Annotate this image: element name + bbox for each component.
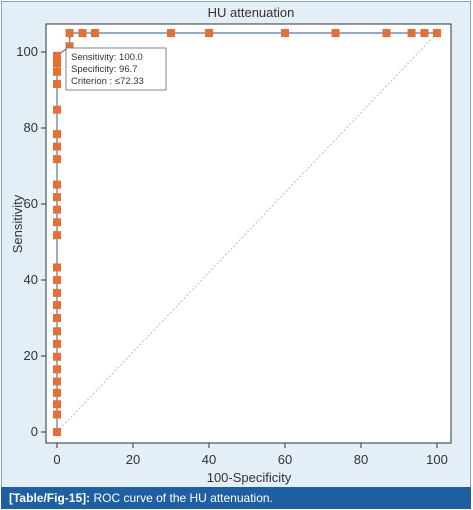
y-tick-label: 80 (24, 120, 38, 135)
x-tick-label: 60 (278, 452, 292, 467)
roc-point (53, 67, 61, 76)
x-tick-label: 80 (354, 452, 368, 467)
y-tick-label: 100 (16, 44, 38, 59)
roc-point (53, 218, 61, 227)
roc-point (53, 352, 61, 361)
annotation-text: Sensitivity: 100.0 (71, 52, 143, 63)
roc-point (53, 79, 61, 88)
roc-point (53, 288, 61, 297)
x-tick-label: 40 (202, 452, 216, 467)
x-tick-label: 0 (53, 452, 60, 467)
roc-point (331, 29, 340, 37)
roc-point (205, 29, 213, 37)
chart-title: HU attenuation (208, 5, 295, 20)
x-axis-label: 100-Specificity (207, 470, 292, 485)
roc-point (53, 231, 61, 240)
roc-point (78, 29, 87, 37)
roc-point (53, 377, 61, 386)
y-tick-label: 60 (24, 196, 38, 211)
x-tick-label: 100 (426, 452, 448, 467)
roc-point (281, 29, 289, 37)
caption-text: ROC curve of the HU attenuation. (90, 491, 273, 505)
roc-point (53, 314, 61, 322)
roc-point (53, 327, 61, 336)
roc-point (167, 29, 175, 37)
roc-point (433, 29, 441, 37)
annotation-box (65, 47, 167, 91)
roc-point (53, 410, 61, 419)
roc-point (65, 42, 74, 51)
roc-point (420, 29, 429, 37)
roc-point (53, 388, 61, 397)
roc-point (53, 155, 61, 164)
roc-point (53, 205, 61, 214)
y-axis-label: Sensitivity (10, 194, 25, 253)
roc-point (91, 29, 99, 37)
roc-point (65, 29, 74, 37)
roc-point (53, 263, 61, 272)
figure-caption: [Table/Fig-15]: ROC curve of the HU atte… (1, 487, 471, 509)
y-tick-label: 0 (31, 424, 38, 439)
roc-point (53, 51, 61, 60)
roc-point (382, 29, 391, 37)
roc-point (53, 130, 61, 139)
roc-chart: HU attenuation 100-Specificity Sensitivi… (10, 5, 452, 485)
x-tick-label: 20 (126, 452, 140, 467)
roc-point (407, 29, 416, 37)
y-tick-label: 40 (24, 272, 38, 287)
y-tick-label: 20 (24, 348, 38, 363)
roc-point (53, 105, 61, 114)
plot-area: 0 20 40 60 80 100 0 20 40 60 80 100 Sensitivity: 100… (16, 23, 452, 467)
roc-point (53, 180, 61, 189)
roc-point (53, 193, 61, 202)
roc-point (53, 142, 61, 151)
annotation-text: Criterion : ≤72.33 (71, 76, 144, 87)
caption-label: [Table/Fig-15]: (9, 491, 91, 505)
roc-point (53, 365, 61, 374)
roc-point (53, 276, 61, 284)
annotation-text: Specificity: 96.7 (71, 64, 138, 75)
roc-point (53, 400, 61, 409)
roc-point (53, 428, 61, 436)
roc-point (53, 339, 61, 348)
roc-point (53, 301, 61, 310)
